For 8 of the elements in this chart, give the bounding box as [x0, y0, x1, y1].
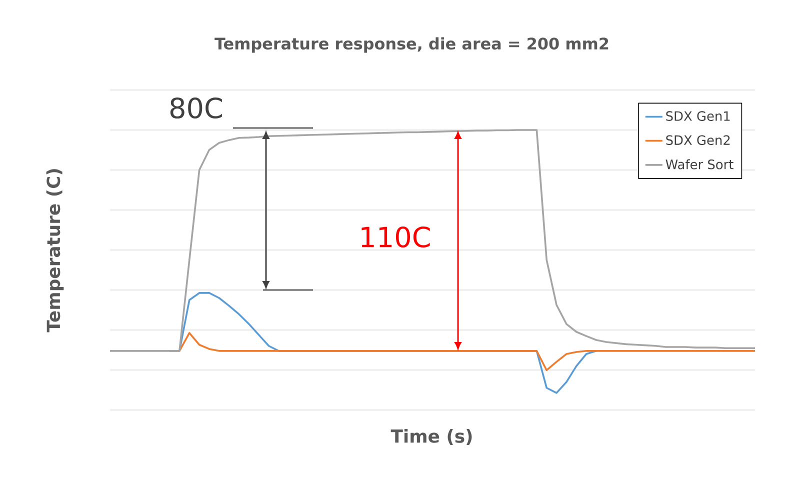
x-axis-title: Time (s) [390, 429, 472, 445]
annotation: 110C [362, 226, 430, 248]
legend-label: SDX Gen1 [666, 111, 730, 121]
text: 80C [170, 97, 222, 119]
chart-title: Temperature response, die area = 200 mm2 [214, 37, 608, 53]
legend-label: SDX Gen2 [666, 135, 730, 146]
legend-label: Wafer Sort [666, 159, 734, 170]
y-axis-title: Temperature (C) [46, 169, 64, 332]
